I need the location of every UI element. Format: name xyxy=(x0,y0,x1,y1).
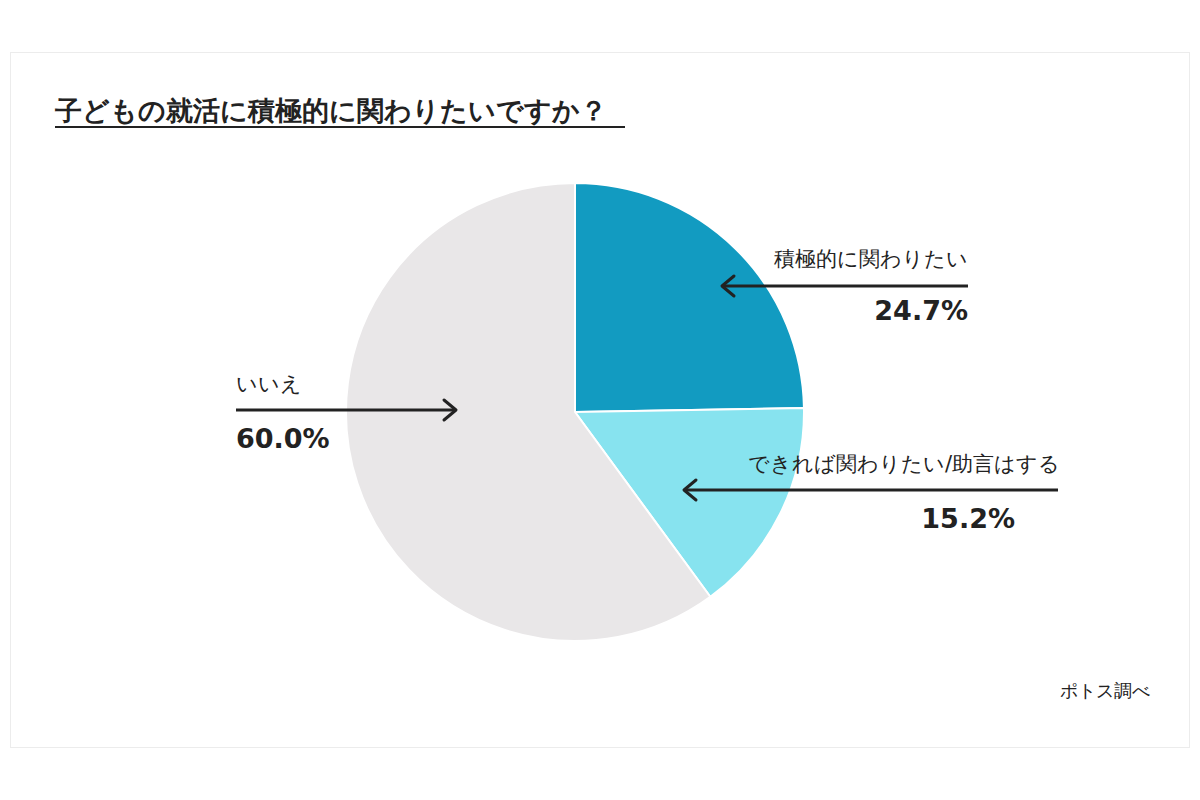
value-label: 15.2% xyxy=(921,503,1015,534)
slice xyxy=(346,183,710,641)
arrow-head xyxy=(684,480,696,500)
chart: 子どもの就活に積極的に関わりたいですか？ 積極的に関わりたい 24.7% できれば関わ… xyxy=(0,0,1200,800)
source: ポトス調べ xyxy=(1060,680,1150,701)
slices xyxy=(346,183,804,641)
value-label: 60.0% xyxy=(236,423,330,454)
slice xyxy=(575,183,804,412)
value-label: 24.7% xyxy=(874,295,968,326)
arrow-line xyxy=(722,285,968,288)
arrow-line xyxy=(684,489,1058,492)
category-label: いいえ xyxy=(236,372,302,396)
category-label: 積極的に関わりたい xyxy=(774,247,968,271)
frame xyxy=(11,53,1190,748)
arrow-head xyxy=(722,276,734,296)
title: 子どもの就活に積極的に関わりたいですか？ xyxy=(54,95,607,126)
arrow-head xyxy=(444,400,456,420)
labels: 積極的に関わりたい 24.7% できれば関わりたい/助言はする 15.2% いいえ 60.… xyxy=(236,247,1060,534)
category-label: できれば関わりたい/助言はする xyxy=(748,452,1060,476)
background xyxy=(0,0,1200,800)
title-underline xyxy=(55,126,625,128)
arrow-line xyxy=(236,409,456,412)
